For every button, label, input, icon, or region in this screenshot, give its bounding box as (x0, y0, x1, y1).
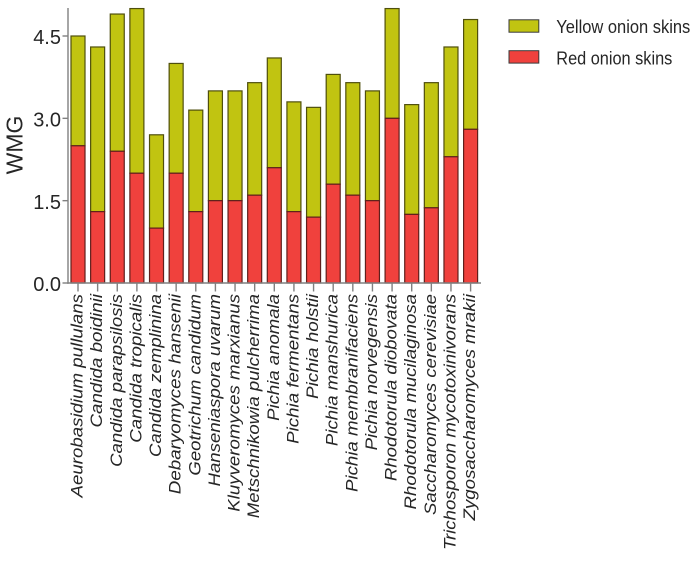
svg-text:Aeurobasidium pullulans: Aeurobasidium pullulans (68, 293, 87, 498)
svg-text:Pichia norvegensis: Pichia norvegensis (362, 293, 381, 450)
svg-text:Hanseniaspora uvarum: Hanseniaspora uvarum (205, 294, 224, 487)
svg-text:1.5: 1.5 (33, 192, 61, 214)
svg-text:Candida boidinii: Candida boidinii (87, 293, 106, 428)
svg-text:Trichosporon mycotoxinivorans: Trichosporon mycotoxinivorans (440, 293, 459, 550)
svg-text:Saccharomyces cerevisiae: Saccharomyces cerevisiae (421, 294, 440, 515)
svg-text:Zygosaccharomyces mrakii: Zygosaccharomyces mrakii (460, 293, 479, 522)
svg-text:WMG: WMG (1, 116, 27, 175)
svg-text:Pichia anomala: Pichia anomala (264, 294, 283, 421)
svg-text:Candida parapsilosis: Candida parapsilosis (107, 293, 126, 466)
svg-text:Red onion skins: Red onion skins (556, 48, 672, 68)
svg-text:Metschnikowia pulcherrima: Metschnikowia pulcherrima (244, 294, 263, 518)
svg-text:Pichia manshurica: Pichia manshurica (323, 294, 342, 446)
svg-text:Pichia fermentans: Pichia fermentans (283, 293, 302, 443)
svg-text:Candida zemplinina: Candida zemplinina (146, 294, 165, 457)
svg-text:3.0: 3.0 (33, 110, 61, 132)
svg-text:4.5: 4.5 (33, 27, 61, 49)
svg-text:Yellow onion skins: Yellow onion skins (556, 17, 690, 37)
svg-text:Pichia holstii: Pichia holstii (303, 293, 322, 399)
svg-text:Candida tropicalis: Candida tropicalis (126, 293, 145, 442)
svg-text:Rhodotorula diobovata: Rhodotorula diobovata (382, 294, 401, 481)
svg-text:Pichia membranifaciens: Pichia membranifaciens (342, 293, 361, 492)
svg-text:Geotrichum candidum: Geotrichum candidum (185, 294, 204, 476)
svg-text:Debaryomyces hansenii: Debaryomyces hansenii (166, 293, 185, 495)
svg-text:Rhodotorula mucilaginosa: Rhodotorula mucilaginosa (401, 294, 420, 510)
svg-text:0.0: 0.0 (33, 274, 61, 296)
svg-text:Kluyveromyces marxianus: Kluyveromyces marxianus (225, 293, 244, 511)
